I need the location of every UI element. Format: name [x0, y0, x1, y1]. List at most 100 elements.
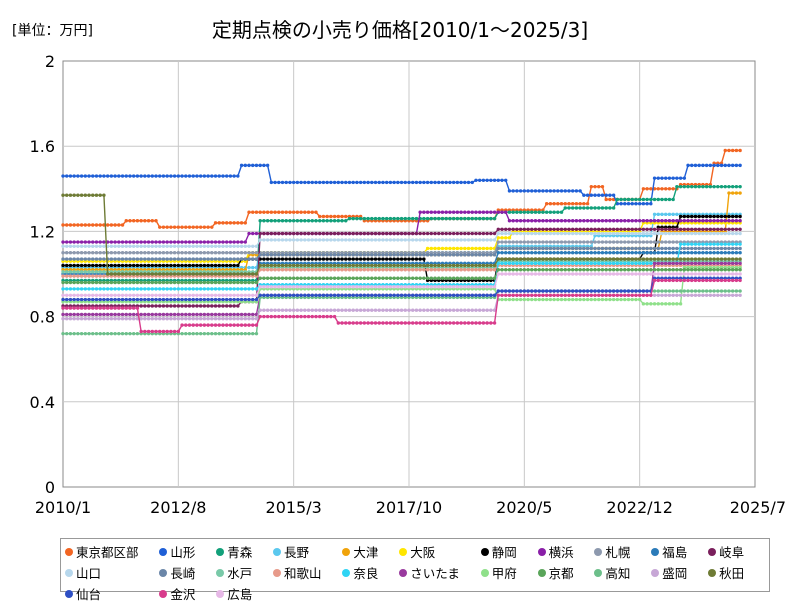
data-point: [411, 268, 415, 272]
data-point: [582, 261, 586, 266]
data-point: [128, 272, 132, 276]
legend-label: 長崎: [170, 566, 196, 581]
data-point: [187, 331, 192, 336]
data-point: [567, 227, 571, 231]
data-point: [94, 244, 99, 249]
data-point: [295, 285, 300, 289]
data-point: [273, 180, 277, 185]
legend-label: 横浜: [548, 545, 574, 560]
data-point: [392, 238, 396, 242]
data-point: [634, 227, 638, 231]
data-point: [131, 280, 136, 285]
data-point: [433, 210, 437, 214]
data-point: [198, 251, 203, 255]
data-point: [232, 272, 236, 276]
data-point: [94, 274, 99, 278]
data-point: [247, 251, 251, 255]
data-point: [712, 268, 716, 272]
data-point: [678, 227, 683, 231]
data-point: [526, 210, 530, 214]
data-point: [518, 268, 523, 272]
data-point: [210, 317, 214, 321]
data-point: [418, 238, 422, 242]
data-point: [686, 246, 690, 251]
data-point: [604, 261, 608, 266]
data-point: [544, 240, 549, 244]
data-point: [210, 272, 214, 276]
data-point: [113, 263, 117, 268]
data-point: [291, 263, 296, 268]
data-point: [128, 317, 132, 321]
data-point: [165, 329, 169, 334]
data-point: [719, 278, 724, 283]
data-point: [377, 216, 381, 221]
data-point: [693, 293, 698, 297]
data-point: [135, 263, 140, 268]
data-point: [533, 227, 538, 231]
data-point: [399, 180, 404, 185]
data-point: [455, 210, 460, 214]
data-point: [474, 231, 478, 236]
data-point: [232, 323, 236, 327]
data-point: [362, 253, 367, 257]
data-point: [448, 210, 452, 214]
data-point: [630, 257, 634, 261]
data-point: [548, 246, 553, 251]
data-point: [664, 227, 668, 231]
data-point: [459, 308, 463, 312]
data-point: [548, 219, 553, 223]
data-point: [619, 268, 623, 272]
data-point: [734, 227, 739, 231]
data-point: [213, 304, 218, 308]
data-point: [269, 276, 274, 280]
data-point: [158, 317, 162, 321]
data-point: [284, 268, 288, 272]
data-point: [206, 257, 210, 261]
data-point: [318, 268, 322, 272]
data-point: [563, 257, 567, 261]
data-point: [552, 210, 556, 214]
data-point: [321, 314, 326, 319]
data-point: [184, 240, 188, 244]
data-point: [615, 227, 620, 231]
data-point: [615, 268, 620, 272]
data-point: [403, 268, 407, 272]
data-point: [608, 227, 612, 231]
data-point: [61, 317, 65, 321]
x-tick-label: 2022/12: [606, 498, 672, 517]
data-point: [701, 289, 705, 293]
data-point: [637, 293, 642, 297]
data-point: [593, 193, 597, 197]
data-point: [154, 219, 158, 223]
legend-label: 奈良: [353, 566, 379, 581]
data-point: [671, 227, 675, 231]
data-point: [280, 219, 285, 223]
data-point: [563, 293, 567, 297]
data-point: [656, 302, 660, 306]
legend-marker: [216, 568, 225, 577]
data-point: [370, 276, 374, 280]
data-point: [340, 321, 344, 325]
data-point: [433, 268, 437, 272]
data-point: [91, 317, 95, 321]
data-point: [623, 202, 627, 206]
data-point: [507, 189, 512, 193]
data-point: [708, 268, 713, 272]
data-point: [221, 240, 225, 244]
data-point: [184, 244, 188, 249]
data-point: [444, 216, 448, 221]
data-point: [559, 219, 564, 223]
data-point: [221, 280, 225, 285]
data-point: [496, 257, 500, 261]
data-point: [277, 285, 281, 289]
data-point: [526, 297, 530, 302]
data-point: [537, 240, 541, 244]
data-point: [340, 263, 344, 268]
legend-marker: [651, 568, 660, 577]
data-point: [678, 293, 683, 297]
data-point: [682, 246, 687, 251]
data-point: [113, 312, 117, 317]
data-point: [574, 206, 579, 210]
data-point: [370, 216, 374, 221]
data-point: [158, 263, 162, 268]
